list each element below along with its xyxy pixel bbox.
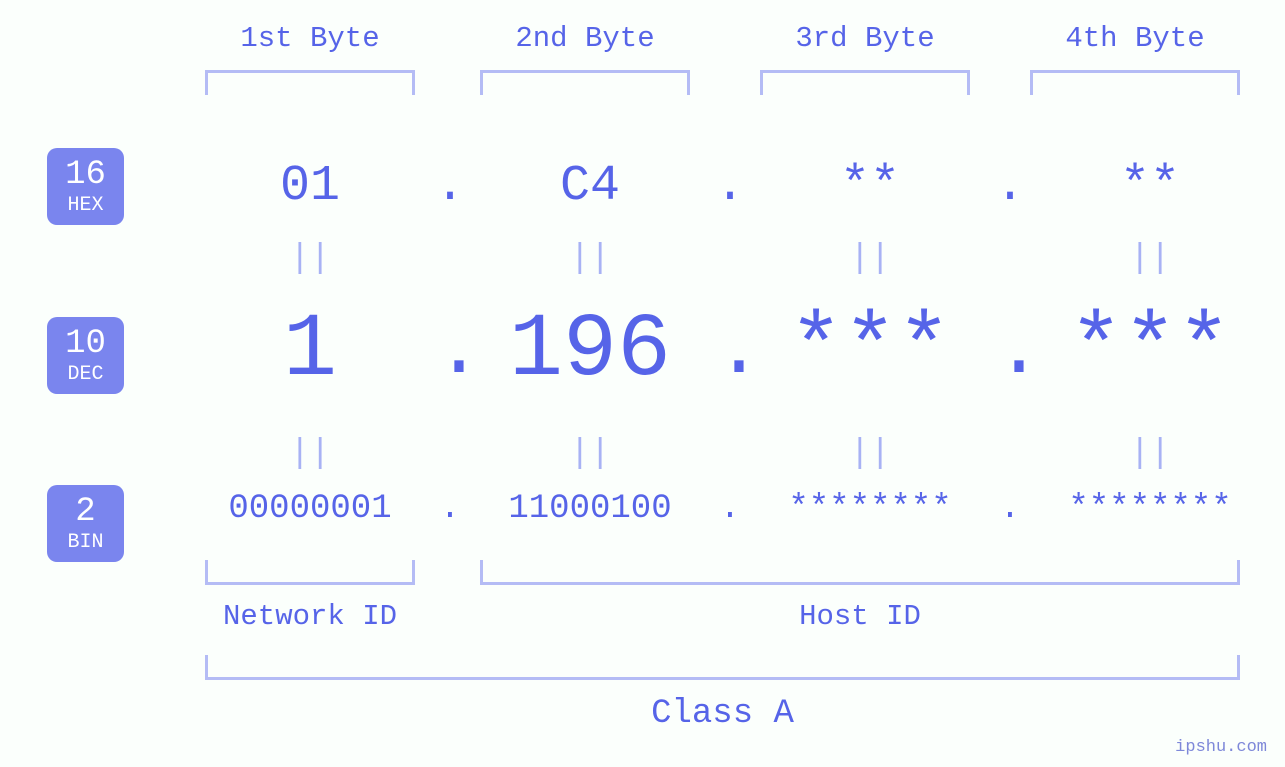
- dec-byte-4: ***: [1025, 300, 1275, 402]
- equals-row-1: || || || ||: [185, 240, 1245, 278]
- dot: .: [435, 306, 465, 397]
- bin-byte-1: 00000001: [185, 490, 435, 528]
- network-id-label: Network ID: [205, 600, 415, 633]
- equals-icon: ||: [745, 435, 995, 473]
- bin-byte-3: ********: [745, 490, 995, 528]
- hex-byte-2: C4: [465, 158, 715, 215]
- bin-byte-2: 11000100: [465, 490, 715, 528]
- equals-icon: ||: [1025, 240, 1275, 278]
- dec-byte-3: ***: [745, 300, 995, 402]
- hex-row: 01 . C4 . ** . **: [185, 158, 1245, 215]
- dot: .: [435, 158, 465, 215]
- class-label: Class A: [205, 695, 1240, 733]
- badge-hex-num: 16: [65, 158, 106, 192]
- bracket-top-2: [480, 70, 690, 95]
- badge-bin-abbr: BIN: [67, 533, 103, 553]
- equals-icon: ||: [185, 435, 435, 473]
- byte-header-3: 3rd Byte: [735, 22, 995, 55]
- badge-bin-num: 2: [75, 495, 95, 529]
- dot: .: [995, 306, 1025, 397]
- equals-icon: ||: [465, 240, 715, 278]
- bracket-class: [205, 655, 1240, 680]
- equals-icon: ||: [1025, 435, 1275, 473]
- dot: .: [995, 490, 1025, 528]
- badge-bin: 2 BIN: [47, 485, 124, 562]
- dot: .: [435, 490, 465, 528]
- dec-row: 1 . 196 . *** . ***: [185, 300, 1245, 402]
- dec-byte-1: 1: [185, 300, 435, 402]
- hex-byte-4: **: [1025, 158, 1275, 215]
- dot: .: [715, 490, 745, 528]
- equals-icon: ||: [185, 240, 435, 278]
- badge-hex-abbr: HEX: [67, 196, 103, 216]
- equals-row-2: || || || ||: [185, 435, 1245, 473]
- equals-icon: ||: [745, 240, 995, 278]
- host-id-label: Host ID: [480, 600, 1240, 633]
- badge-dec-num: 10: [65, 327, 106, 361]
- bracket-top-4: [1030, 70, 1240, 95]
- bin-byte-4: ********: [1025, 490, 1275, 528]
- badge-hex: 16 HEX: [47, 148, 124, 225]
- dot: .: [715, 158, 745, 215]
- bracket-top-1: [205, 70, 415, 95]
- dot: .: [715, 306, 745, 397]
- equals-icon: ||: [465, 435, 715, 473]
- badge-dec: 10 DEC: [47, 317, 124, 394]
- hex-byte-3: **: [745, 158, 995, 215]
- ip-diagram: 1st Byte 2nd Byte 3rd Byte 4th Byte 16 H…: [0, 0, 1285, 767]
- bracket-network-id: [205, 560, 415, 585]
- byte-header-2: 2nd Byte: [455, 22, 715, 55]
- bracket-host-id: [480, 560, 1240, 585]
- dec-byte-2: 196: [465, 300, 715, 402]
- byte-header-4: 4th Byte: [1005, 22, 1265, 55]
- dot: .: [995, 158, 1025, 215]
- byte-header-1: 1st Byte: [180, 22, 440, 55]
- bracket-top-3: [760, 70, 970, 95]
- bin-row: 00000001 . 11000100 . ******** . *******…: [185, 490, 1245, 528]
- badge-dec-abbr: DEC: [67, 365, 103, 385]
- watermark: ipshu.com: [1175, 738, 1267, 757]
- hex-byte-1: 01: [185, 158, 435, 215]
